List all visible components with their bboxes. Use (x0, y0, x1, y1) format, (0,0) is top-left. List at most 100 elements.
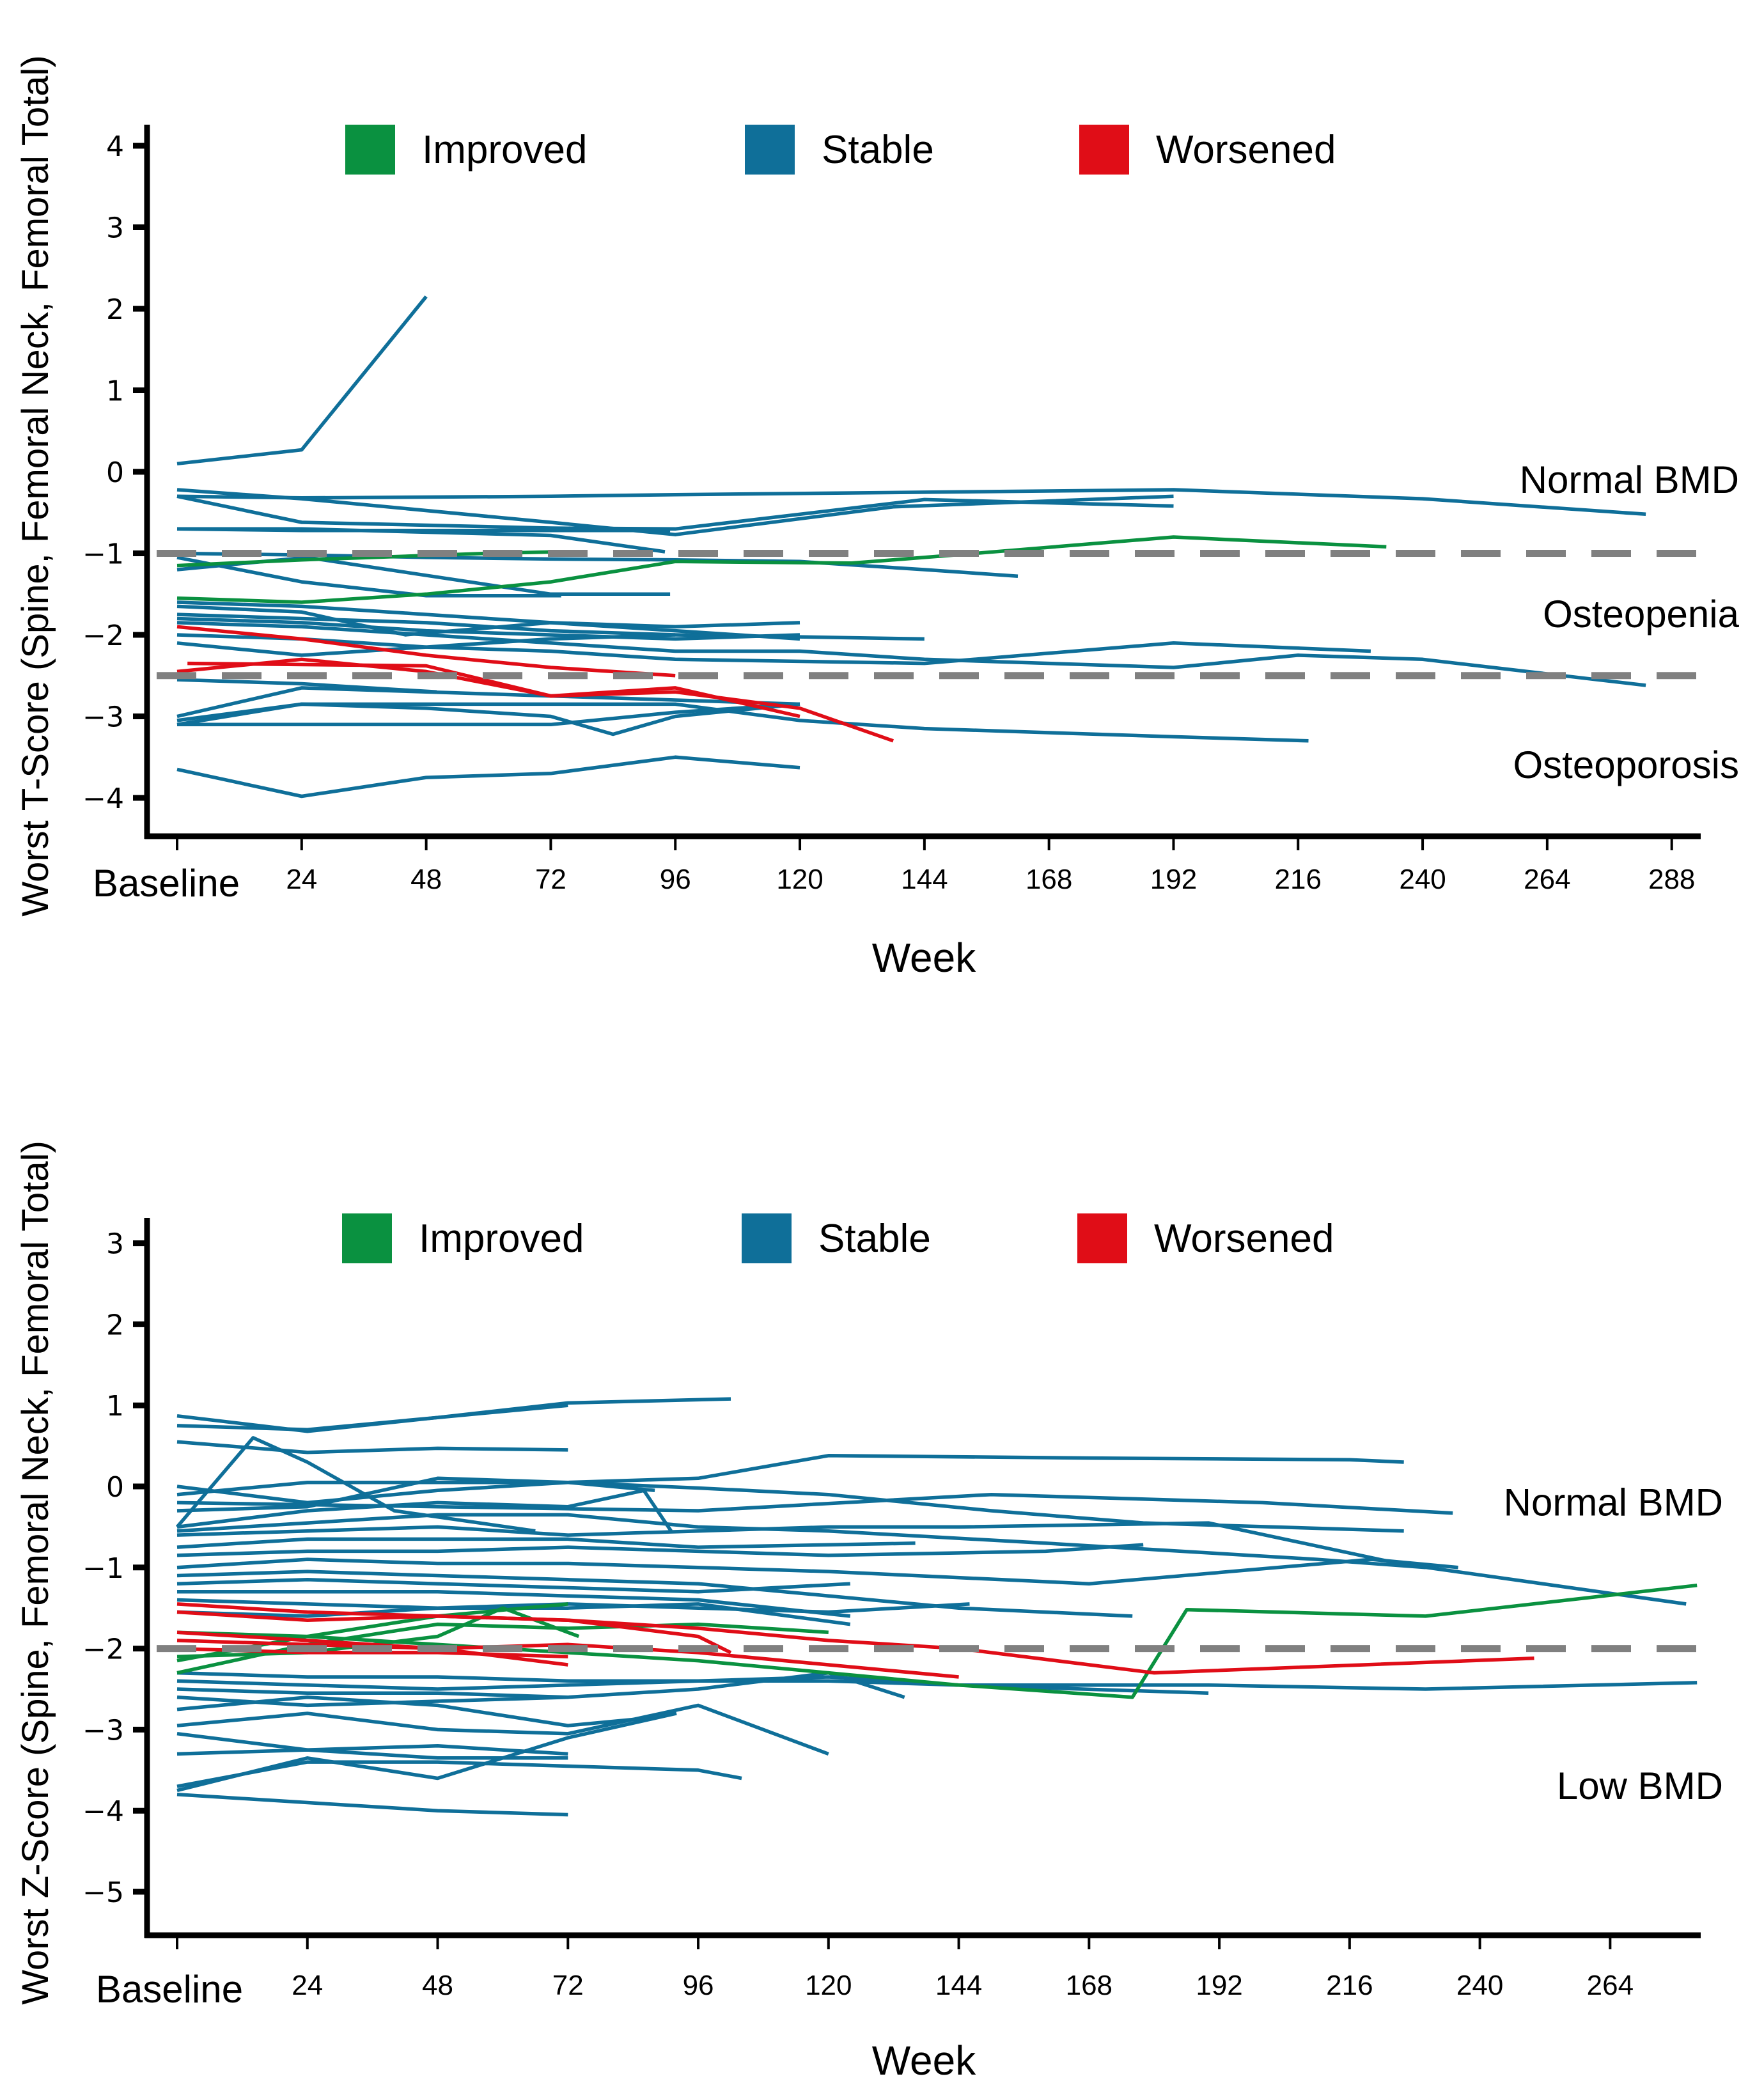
x-tick-label: Baseline (96, 1968, 243, 2011)
x-tick-label: 240 (1399, 864, 1446, 895)
series-line-stable (175, 1436, 536, 1533)
y-tick-label: 0 (106, 456, 124, 489)
x-tick-label: 168 (1066, 1970, 1112, 2001)
region-label: Low BMD (1557, 1765, 1723, 1807)
legend-label-stable: Stable (818, 1217, 931, 1261)
legend-swatch-stable (742, 1213, 792, 1263)
x-tick-label: 48 (422, 1970, 453, 2001)
y-tick-label: −3 (82, 1714, 124, 1747)
x-tick-label: 240 (1456, 1970, 1503, 2001)
y-tick-label: 1 (106, 1390, 124, 1422)
y-axis-title: Worst Z-Score (Spine, Femoral Neck, Femo… (15, 1141, 56, 2005)
x-tick-label: 72 (535, 864, 566, 895)
series-line-stable (176, 1731, 568, 1756)
series-line-stable (176, 1488, 673, 1532)
series-line-stable (177, 527, 666, 554)
x-tick-label: 264 (1524, 864, 1570, 895)
series-line-stable (176, 1711, 677, 1793)
t-score-region-labels: Normal BMD Osteopenia Osteoporosis (1513, 458, 1740, 786)
region-label: Osteoporosis (1513, 744, 1740, 786)
legend-swatch-improved (345, 125, 395, 175)
y-tick-label: −1 (82, 538, 124, 571)
z-score-axes: 3 2 1 0 −1 −2 −3 −4 −5 Baseline 24 48 72 96 120 144 168 1… (15, 1141, 1701, 2081)
z-score-lines (175, 1397, 1698, 1817)
series-line-stable (176, 1480, 1404, 1533)
series-line-improved (176, 1622, 829, 1675)
legend-swatch-stable (745, 125, 795, 175)
series-line-stable (176, 527, 671, 533)
x-tick-label: 264 (1587, 1970, 1634, 2001)
y-tick-label: 3 (106, 212, 124, 245)
x-tick-label: 144 (935, 1970, 982, 2001)
series-line-stable (176, 295, 428, 466)
y-tick-label: 3 (106, 1228, 124, 1261)
region-label: Normal BMD (1504, 1481, 1723, 1524)
series-line-stable (176, 1695, 568, 1708)
legend-label-worsened: Worsened (1154, 1217, 1334, 1261)
series-line-stable (176, 600, 800, 641)
legend-swatch-improved (342, 1213, 392, 1263)
x-tick-label: 216 (1326, 1970, 1373, 2001)
y-tick-label: −4 (82, 783, 124, 815)
t-score-axes: 4 3 2 1 0 −1 −2 −3 −4 Baseline 24 48 72 96 120 144 168 19… (15, 55, 1701, 981)
x-tick-label: 168 (1026, 864, 1072, 895)
x-axis-title: Week (872, 935, 976, 981)
y-tick-label: 0 (106, 1471, 124, 1504)
legend-swatch-worsened (1079, 125, 1129, 175)
series-line-stable (176, 1578, 850, 1594)
z-score-panel: 3 2 1 0 −1 −2 −3 −4 −5 Baseline 24 48 72 96 120 144 168 1… (15, 1141, 1723, 2081)
series-line-stable (177, 702, 800, 727)
series-line-stable (176, 1760, 742, 1788)
legend-label-improved: Improved (419, 1217, 584, 1261)
series-line-stable (176, 616, 800, 641)
z-score-legend: Improved Stable Worsened (342, 1213, 1334, 1263)
x-tick-label: 72 (552, 1970, 584, 2001)
x-tick-label: 120 (776, 864, 823, 895)
series-line-stable (176, 1793, 568, 1817)
x-tick-label: 120 (805, 1970, 852, 2001)
series-line-worsened (176, 625, 676, 678)
t-score-lines (176, 295, 1646, 799)
series-line-stable (176, 1537, 916, 1549)
series-line-stable (176, 1521, 1687, 1606)
series-line-stable (176, 621, 1646, 687)
x-tick-label: 48 (410, 864, 442, 895)
series-line-stable (176, 702, 800, 737)
series-line-stable (176, 494, 1174, 531)
y-tick-label: −4 (82, 1795, 124, 1828)
y-tick-label: 2 (106, 1309, 124, 1341)
series-line-stable (176, 1403, 568, 1431)
x-tick-label: 144 (901, 864, 948, 895)
y-tick-label: −1 (82, 1552, 124, 1585)
series-line-worsened (187, 661, 894, 743)
series-line-stable (176, 633, 676, 657)
series-line-stable (176, 755, 800, 799)
series-line-improved (176, 550, 561, 568)
legend-label-worsened: Worsened (1156, 128, 1336, 172)
x-tick-label: 288 (1648, 864, 1695, 895)
y-tick-label: −2 (82, 620, 124, 652)
series-line-stable (176, 1440, 568, 1454)
y-tick-label: −2 (82, 1633, 124, 1666)
x-tick-label: 96 (683, 1970, 714, 2001)
series-line-stable (176, 488, 1646, 517)
legend-swatch-worsened (1077, 1213, 1127, 1263)
series-line-stable (176, 1557, 1458, 1586)
series-line-improved (176, 535, 1387, 604)
x-tick-label: Baseline (93, 862, 240, 905)
series-line-stable (177, 1590, 851, 1618)
t-score-panel: 4 3 2 1 0 −1 −2 −3 −4 Baseline 24 48 72 96 120 144 168 19… (15, 55, 1740, 981)
region-label: Osteopenia (1543, 593, 1740, 635)
x-tick-label: 192 (1150, 864, 1197, 895)
series-line-stable (176, 1513, 1426, 1570)
series-line-stable (176, 686, 800, 719)
series-line-worsened (176, 657, 800, 719)
series-line-stable (176, 1703, 829, 1756)
series-line-stable (176, 1543, 1144, 1557)
x-axis-title: Week (872, 2038, 976, 2081)
y-tick-label: −3 (82, 701, 124, 734)
series-line-worsened (176, 1630, 959, 1679)
region-label: Normal BMD (1520, 458, 1739, 501)
series-line-stable (176, 633, 1371, 666)
x-tick-label: 24 (286, 864, 317, 895)
